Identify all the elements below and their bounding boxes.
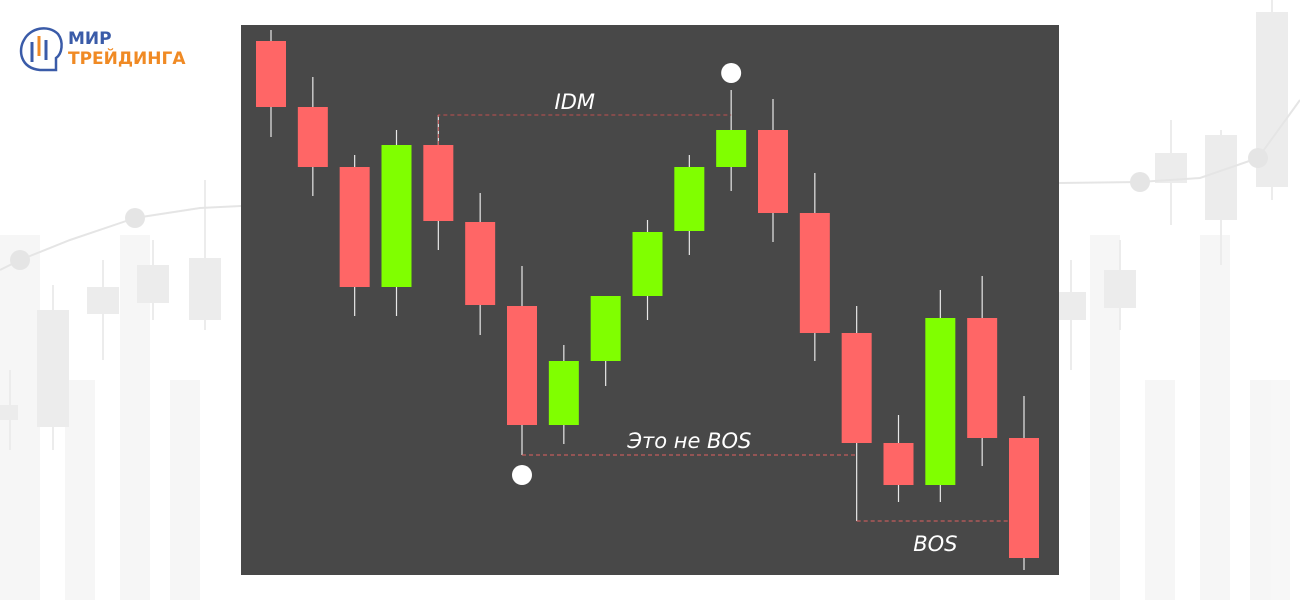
- candle-body: [297, 107, 328, 167]
- logo-line1: МИР: [68, 29, 112, 49]
- candle-body: [548, 361, 579, 425]
- logo: МИР ТРЕЙДИНГА: [19, 27, 186, 72]
- annotation: IDM: [555, 90, 595, 114]
- candle-body: [381, 145, 412, 287]
- chart-panel: [241, 25, 1059, 575]
- candle-body: [339, 167, 370, 287]
- candle-body: [632, 232, 663, 296]
- swing-low-marker: [512, 465, 532, 485]
- candle-body: [256, 41, 286, 107]
- logo-line2: ТРЕЙДИНГА: [68, 47, 186, 69]
- candle-body: [423, 145, 454, 221]
- idm-line: [437, 114, 732, 145]
- candle-body: [841, 333, 872, 443]
- candle-body: [590, 296, 621, 361]
- candle-body: [883, 443, 914, 485]
- candle-body: [799, 213, 830, 333]
- annotation: BOS: [913, 532, 957, 556]
- candle-body: [465, 222, 496, 305]
- candle-body: [507, 306, 537, 425]
- swing-high-marker: [721, 63, 742, 83]
- candle-body: [925, 318, 956, 485]
- candle-body: [1009, 438, 1039, 558]
- candle-body: [967, 318, 998, 438]
- candle-body: [758, 130, 788, 213]
- candle-body: [716, 130, 747, 167]
- annotation: Это не BOS: [626, 429, 751, 453]
- candle-body: [674, 167, 705, 231]
